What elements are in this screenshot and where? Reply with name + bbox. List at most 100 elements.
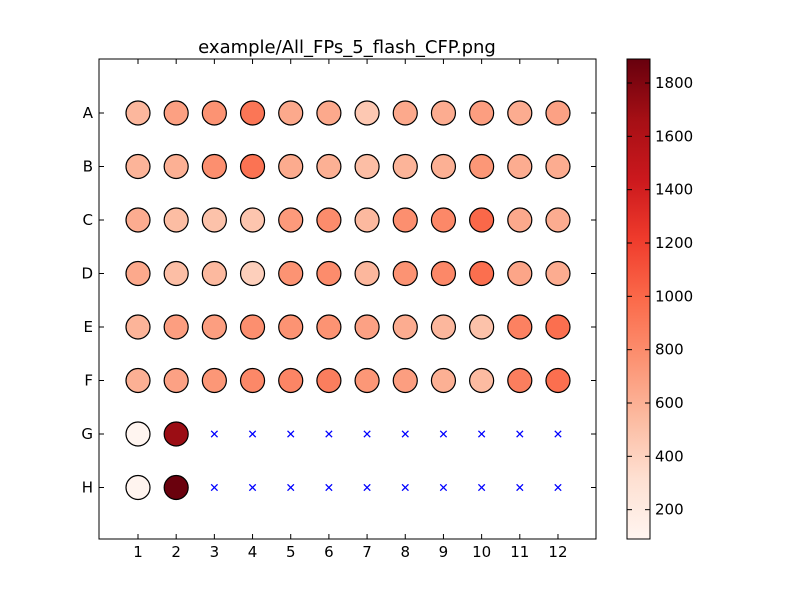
well-circle — [163, 207, 189, 233]
well-circle — [278, 314, 304, 340]
well-circle — [392, 100, 418, 126]
colorbar-tick-label: 1800 — [655, 74, 693, 92]
well-circle — [239, 367, 266, 394]
well-circle — [163, 421, 189, 447]
well-circle — [316, 207, 342, 233]
x-tick-label: 6 — [324, 543, 334, 561]
well-circle — [354, 260, 380, 287]
well-circle — [163, 100, 189, 126]
missing-well-marker — [325, 483, 333, 492]
well-circle — [469, 207, 495, 233]
missing-well-marker — [287, 430, 295, 438]
well-circle — [354, 100, 380, 126]
well-circle — [125, 153, 151, 180]
colorbar-ticks: 200 400 600 800 1000 1200 1400 1600 1800 — [627, 74, 693, 519]
well-circle — [201, 207, 227, 233]
well-circle — [239, 314, 266, 340]
well-circle — [430, 100, 457, 126]
missing-well-marker — [248, 483, 257, 492]
y-tick-label: D — [81, 265, 93, 283]
missing-well-marker — [554, 430, 562, 438]
well-circle — [507, 153, 533, 180]
well-circle — [545, 100, 571, 126]
well-circle — [392, 153, 418, 180]
plot-area — [98, 58, 597, 540]
x-tick-label: 8 — [400, 543, 410, 561]
well-circle — [545, 207, 571, 233]
well-circle — [278, 100, 304, 126]
well-circle — [201, 260, 227, 287]
well-circle — [545, 314, 571, 340]
well-circle — [278, 260, 304, 287]
colorbar-gradient — [626, 58, 651, 540]
y-tick-label: E — [84, 318, 93, 336]
well-circle — [507, 260, 533, 287]
well-circle — [545, 153, 571, 180]
well-circle — [507, 314, 533, 340]
well-circle — [507, 100, 533, 126]
missing-well-marker — [287, 483, 295, 492]
colorbar-tick-label: 1200 — [655, 234, 693, 252]
well-circle — [278, 207, 304, 233]
well-circle — [430, 260, 457, 287]
well-circle — [278, 367, 304, 394]
missing-well-marker — [439, 430, 448, 438]
well-circle — [545, 367, 571, 394]
well-circle — [430, 207, 457, 233]
well-circle — [354, 153, 380, 180]
well-circle — [430, 367, 457, 394]
well-circle — [392, 207, 418, 233]
well-circle — [469, 100, 495, 126]
well-circle — [125, 100, 151, 126]
colorbar: 200 400 600 800 1000 1200 1400 1600 1800 — [626, 58, 693, 540]
x-tick-label: 7 — [362, 543, 372, 561]
x-tick-label: 5 — [286, 543, 296, 561]
well-circle — [545, 260, 571, 287]
well-circle — [201, 367, 227, 394]
well-circle — [430, 153, 457, 180]
x-tick-label: 1 — [133, 543, 143, 561]
well-circle — [163, 260, 189, 287]
well-circle — [430, 314, 457, 340]
missing-well-marker — [401, 430, 409, 438]
well-circle — [507, 367, 533, 394]
y-tick-label: A — [83, 104, 94, 122]
well-circle — [316, 367, 342, 394]
well-circle — [316, 153, 342, 180]
chart-title: example/All_FPs_5_flash_CFP.png — [198, 37, 496, 58]
colorbar-tick-label: 1000 — [655, 287, 693, 305]
missing-well-marker — [363, 430, 371, 438]
well-circle — [392, 314, 418, 340]
missing-well-marker — [477, 430, 486, 438]
missing-well-marker — [325, 430, 333, 438]
well-circle — [507, 207, 533, 233]
well-circle — [316, 314, 342, 340]
well-circle — [354, 207, 380, 233]
x-tick-label: 12 — [548, 543, 567, 561]
missing-well-marker — [210, 483, 219, 492]
well-circle — [316, 100, 342, 126]
well-circle — [201, 153, 227, 180]
well-circle — [469, 153, 495, 180]
well-circle — [163, 314, 189, 340]
well-circle — [239, 207, 266, 233]
missing-well-marker — [401, 483, 409, 492]
missing-well-marker — [439, 483, 448, 492]
well-circle — [354, 314, 380, 340]
missing-well-marker — [477, 483, 486, 492]
well-circle — [125, 314, 151, 340]
x-tick-label: 9 — [439, 543, 449, 561]
colorbar-tick-label: 1600 — [655, 127, 693, 145]
x-tick-label: 4 — [248, 543, 258, 561]
x-tick-label: 11 — [510, 543, 529, 561]
x-tick-label: 10 — [472, 543, 491, 561]
x-tick-label: 3 — [210, 543, 220, 561]
well-circle — [392, 367, 418, 394]
well-circle — [163, 367, 189, 394]
missing-well-marker — [363, 483, 371, 492]
well-circle — [125, 367, 151, 394]
colorbar-tick-label: 1400 — [655, 181, 693, 199]
missing-well-marker — [248, 430, 257, 438]
well-circle — [239, 153, 266, 180]
